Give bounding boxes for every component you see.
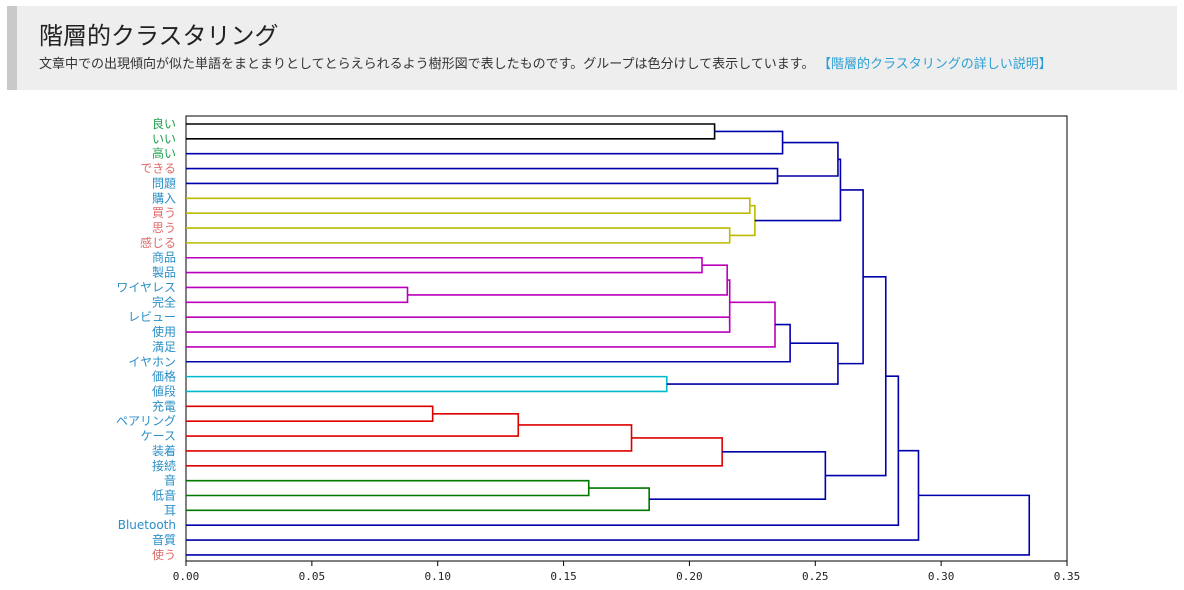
dendrogram-link-A	[186, 123, 716, 140]
dendrogram-link-P	[186, 375, 668, 393]
x-tick-label: 0.25	[802, 570, 829, 583]
dendrogram-link-S	[186, 405, 434, 422]
dendrogram-link-AA	[186, 375, 900, 527]
leaf-label: 使用	[152, 324, 176, 339]
leaf-label: 良い	[152, 116, 176, 131]
dendrogram-link-K	[407, 264, 728, 296]
x-tick-label: 0.20	[676, 570, 703, 583]
dendrogram-link-M	[727, 279, 731, 325]
leaf-label: 思う	[152, 221, 176, 235]
leaf-label: 接続	[152, 458, 176, 473]
leaf-label: 音	[164, 473, 176, 488]
leaf-label: 完全	[152, 294, 176, 309]
dendrogram-link-X	[186, 487, 650, 512]
leaf-labels: 良いいい高いできる問題購入買う思う感じる商品製品ワイヤレス完全レビュー使用満足イ…	[116, 116, 176, 562]
dendrogram-link-L	[186, 316, 731, 333]
header-panel: 階層的クラスタリング 文章中での出現傾向が似た単語をまとまりとしてとらえられるよ…	[7, 6, 1177, 90]
leaf-label: いい	[152, 132, 176, 146]
x-tick-label: 0.30	[928, 570, 955, 583]
dendrogram-link-AC	[186, 494, 1031, 556]
leaf-label: 音質	[152, 532, 176, 547]
leaf-label: 装着	[152, 443, 176, 458]
dendrogram-link-R	[837, 189, 864, 365]
leaf-label: ケース	[141, 429, 176, 443]
leaf-label: 使う	[152, 547, 176, 562]
leaf-label: ワイヤレス	[116, 280, 176, 294]
leaf-label: 買う	[152, 206, 176, 220]
description-text: 文章中での出現傾向が似た単語をまとまりとしてとらえられるよう樹形図で表したもので…	[39, 57, 815, 72]
dendrogram-link-D	[777, 141, 839, 177]
page-description: 文章中での出現傾向が似た単語をまとまりとしてとらえられるよう樹形図で表したもので…	[39, 53, 1052, 72]
leaf-label: 製品	[152, 266, 176, 280]
leaf-label: 耳	[164, 503, 176, 517]
leaf-label: Bluetooth	[118, 518, 176, 532]
leaf-label: 低音	[152, 488, 176, 503]
leaf-label: 高い	[152, 146, 176, 161]
dendrogram-link-C	[186, 167, 779, 185]
x-tick-label: 0.15	[550, 570, 577, 583]
page-title: 階層的クラスタリング	[39, 22, 279, 50]
leaf-label: 感じる	[140, 235, 176, 250]
plot-frame	[185, 115, 1068, 562]
dendrogram-link-E	[186, 197, 751, 214]
leaf-label: レビュー	[128, 310, 176, 324]
x-tick-label: 0.35	[1054, 570, 1081, 583]
leaf-label: ペアリング	[116, 414, 176, 428]
dendrogram-link-W	[186, 479, 590, 497]
x-tick-label: 0.05	[299, 570, 326, 583]
leaf-label: イヤホン	[128, 355, 176, 369]
leaf-label: 充電	[152, 398, 176, 413]
x-axis-ticks: 0.00 0.05 0.10 0.15 0.20 0.25 0.30 0.35	[173, 561, 1081, 583]
leaf-label: 商品	[152, 250, 176, 265]
dendrogram-link-F	[186, 227, 731, 244]
dendrogram-link-H	[754, 158, 842, 222]
leaf-label: 満足	[152, 340, 176, 354]
dendrogram-link-U	[186, 424, 633, 452]
x-tick-label: 0.10	[424, 570, 451, 583]
leaf-label: できる	[140, 162, 176, 176]
dendrogram-link-O	[186, 323, 791, 363]
dendrogram-link-B	[186, 130, 784, 155]
dendrogram-link-J	[186, 286, 409, 304]
x-tick-label: 0.00	[173, 570, 200, 583]
dendrogram-link-T	[186, 412, 520, 437]
dendrogram-link-Z	[825, 275, 887, 477]
leaf-label: 購入	[152, 191, 176, 205]
dendrogram-link-I	[186, 256, 703, 274]
explanation-link[interactable]: 【階層的クラスタリングの詳しい説明】	[824, 57, 1052, 72]
dendrogram-link-Q	[666, 342, 839, 385]
dendrogram-link-V	[186, 437, 723, 467]
dendrogram-link-G	[729, 204, 756, 237]
dendrogram-links	[186, 123, 1031, 556]
leaf-label: 値段	[152, 383, 176, 398]
dendrogram-link-N	[186, 301, 776, 348]
leaf-label: 問題	[152, 176, 176, 190]
dendrogram-link-Y	[649, 451, 827, 501]
leaf-label: 価格	[152, 369, 176, 384]
